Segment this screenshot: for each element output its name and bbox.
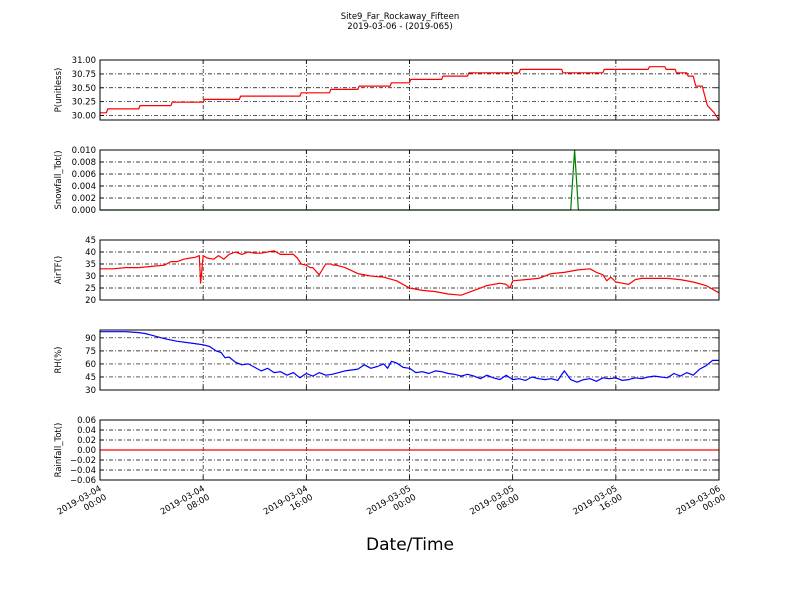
y-axis-label: RH(%) xyxy=(54,346,64,373)
y-tick-label: −0.04 xyxy=(70,466,96,476)
x-tick-label: 2019-03-0600:00 xyxy=(675,484,728,526)
series-line xyxy=(100,66,720,121)
y-tick-label: 0.04 xyxy=(77,426,96,436)
y-tick-label: −0.02 xyxy=(70,456,96,466)
y-tick-label: 30.25 xyxy=(72,98,96,108)
x-tick-labels: 2019-03-0400:00 2019-03-0408:00 2019-03-04… xyxy=(56,484,728,526)
y-tick-label: 60 xyxy=(85,360,96,370)
series-line xyxy=(100,250,720,296)
y-tick-label: 45 xyxy=(85,236,96,246)
y-tick-label: 0.000 xyxy=(72,206,96,216)
y-axis-label: Snowfall_Tot() xyxy=(54,150,64,209)
y-axis-label: AirTF() xyxy=(54,256,64,284)
x-axis-label: Date/Time xyxy=(366,535,454,555)
y-tick-label: 90 xyxy=(85,334,96,344)
y-tick-label: 0.004 xyxy=(72,182,96,192)
axes-frame xyxy=(99,239,720,301)
y-tick-label: 30.75 xyxy=(72,70,96,80)
y-tick-label: 0.002 xyxy=(72,194,96,204)
y-tick-label: 30.50 xyxy=(72,84,96,94)
y-tick-label: 30 xyxy=(85,386,96,396)
y-tick-label: 0.00 xyxy=(77,446,96,456)
y-tick-label: 30.00 xyxy=(72,112,96,122)
subplot-3: 20 25 30 35 40 45 AirTF() xyxy=(54,236,720,306)
subplot-4: 30 45 60 75 90 RH(%) xyxy=(54,329,720,396)
x-tick-label: 2019-03-0500:00 xyxy=(365,484,418,526)
x-tick-label: 2019-03-0516:00 xyxy=(572,484,625,526)
x-tick-label: 2019-03-0408:00 xyxy=(159,484,212,526)
axes-frame xyxy=(99,329,720,391)
y-axis-label: P(unitless) xyxy=(54,68,64,113)
x-tick-label: 2019-03-0416:00 xyxy=(262,484,315,526)
axes-frame xyxy=(99,59,720,121)
y-tick-label: 0.06 xyxy=(77,416,96,426)
y-tick-label: 45 xyxy=(85,373,96,383)
y-tick-label: 25 xyxy=(85,284,96,294)
subplot-5: −0.06−0.04−0.020.000.020.040.06 Rainfall_… xyxy=(54,416,720,486)
series-line xyxy=(100,331,719,383)
y-tick-label: 75 xyxy=(85,347,96,357)
y-tick-label: 40 xyxy=(85,248,96,258)
x-tick-label: 2019-03-0400:00 xyxy=(56,484,109,526)
axes-frame xyxy=(99,149,720,211)
y-axis-label: Rainfall_Tot() xyxy=(54,423,64,478)
y-tick-label: 0.008 xyxy=(72,158,96,168)
y-tick-label: −0.06 xyxy=(70,476,96,486)
chart-subtitle: 2019-03-06 - (2019-065) xyxy=(347,22,452,32)
subplot-1: 30.00 30.25 30.50 30.75 31.00 P(unitless) xyxy=(54,56,720,122)
subplot-panels: 30.00 30.25 30.50 30.75 31.00 P(unitless) 0.00… xyxy=(54,56,720,486)
chart-title: Site9_Far_Rockaway_Fifteen xyxy=(341,12,460,22)
y-tick-label: 31.00 xyxy=(72,56,96,66)
y-tick-label: 35 xyxy=(85,260,96,270)
subplot-2: 0.000 0.002 0.004 0.006 0.008 0.010 Snowfall_T… xyxy=(54,146,720,216)
y-tick-label: 30 xyxy=(85,272,96,282)
axes-frame xyxy=(99,419,720,481)
y-tick-label: 0.010 xyxy=(72,146,96,156)
y-tick-label: 20 xyxy=(85,296,96,306)
x-tick-label: 2019-03-0508:00 xyxy=(468,484,521,526)
y-tick-label: 0.006 xyxy=(72,170,96,180)
y-tick-label: 0.02 xyxy=(77,436,96,446)
